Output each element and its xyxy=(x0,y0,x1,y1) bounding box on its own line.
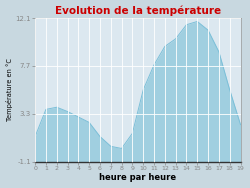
X-axis label: heure par heure: heure par heure xyxy=(99,174,176,182)
Title: Evolution de la température: Evolution de la température xyxy=(55,6,221,16)
Y-axis label: Température en °C: Température en °C xyxy=(6,58,12,121)
